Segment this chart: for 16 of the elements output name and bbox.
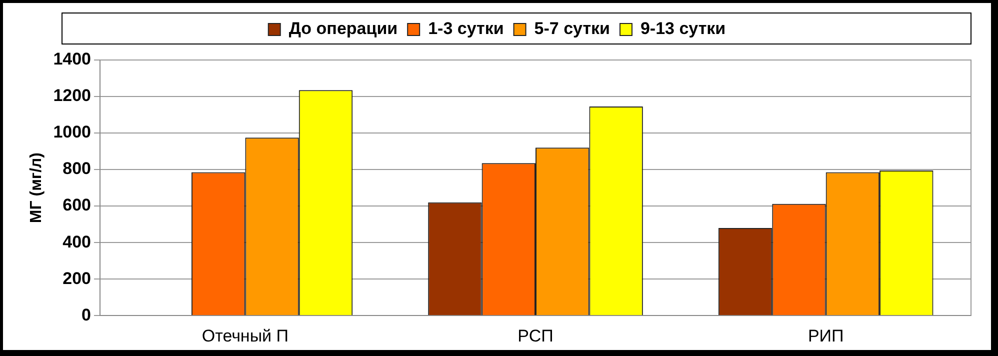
y-axis-title: МГ (мг/л) bbox=[28, 152, 46, 224]
legend-label: 1-3 сутки bbox=[428, 19, 504, 38]
y-tick-label: 200 bbox=[62, 268, 92, 288]
x-tick-label: Отечный П bbox=[202, 326, 288, 346]
legend-label: 5-7 сутки bbox=[534, 19, 610, 38]
x-tick-label: РИП bbox=[808, 326, 844, 346]
legend-label: До операции bbox=[288, 19, 398, 38]
legend-label: 9-13 сутки bbox=[640, 19, 726, 38]
y-tick-label: 1000 bbox=[53, 122, 92, 142]
x-tick-label: РСП bbox=[518, 326, 554, 346]
y-tick-label: 1400 bbox=[53, 50, 92, 69]
y-tick-label: 0 bbox=[82, 305, 92, 324]
y-tick-label: 600 bbox=[62, 196, 92, 215]
y-tick-label: 400 bbox=[62, 232, 92, 252]
y-tick-label: 1200 bbox=[53, 86, 92, 106]
y-tick-label: 800 bbox=[62, 159, 92, 178]
